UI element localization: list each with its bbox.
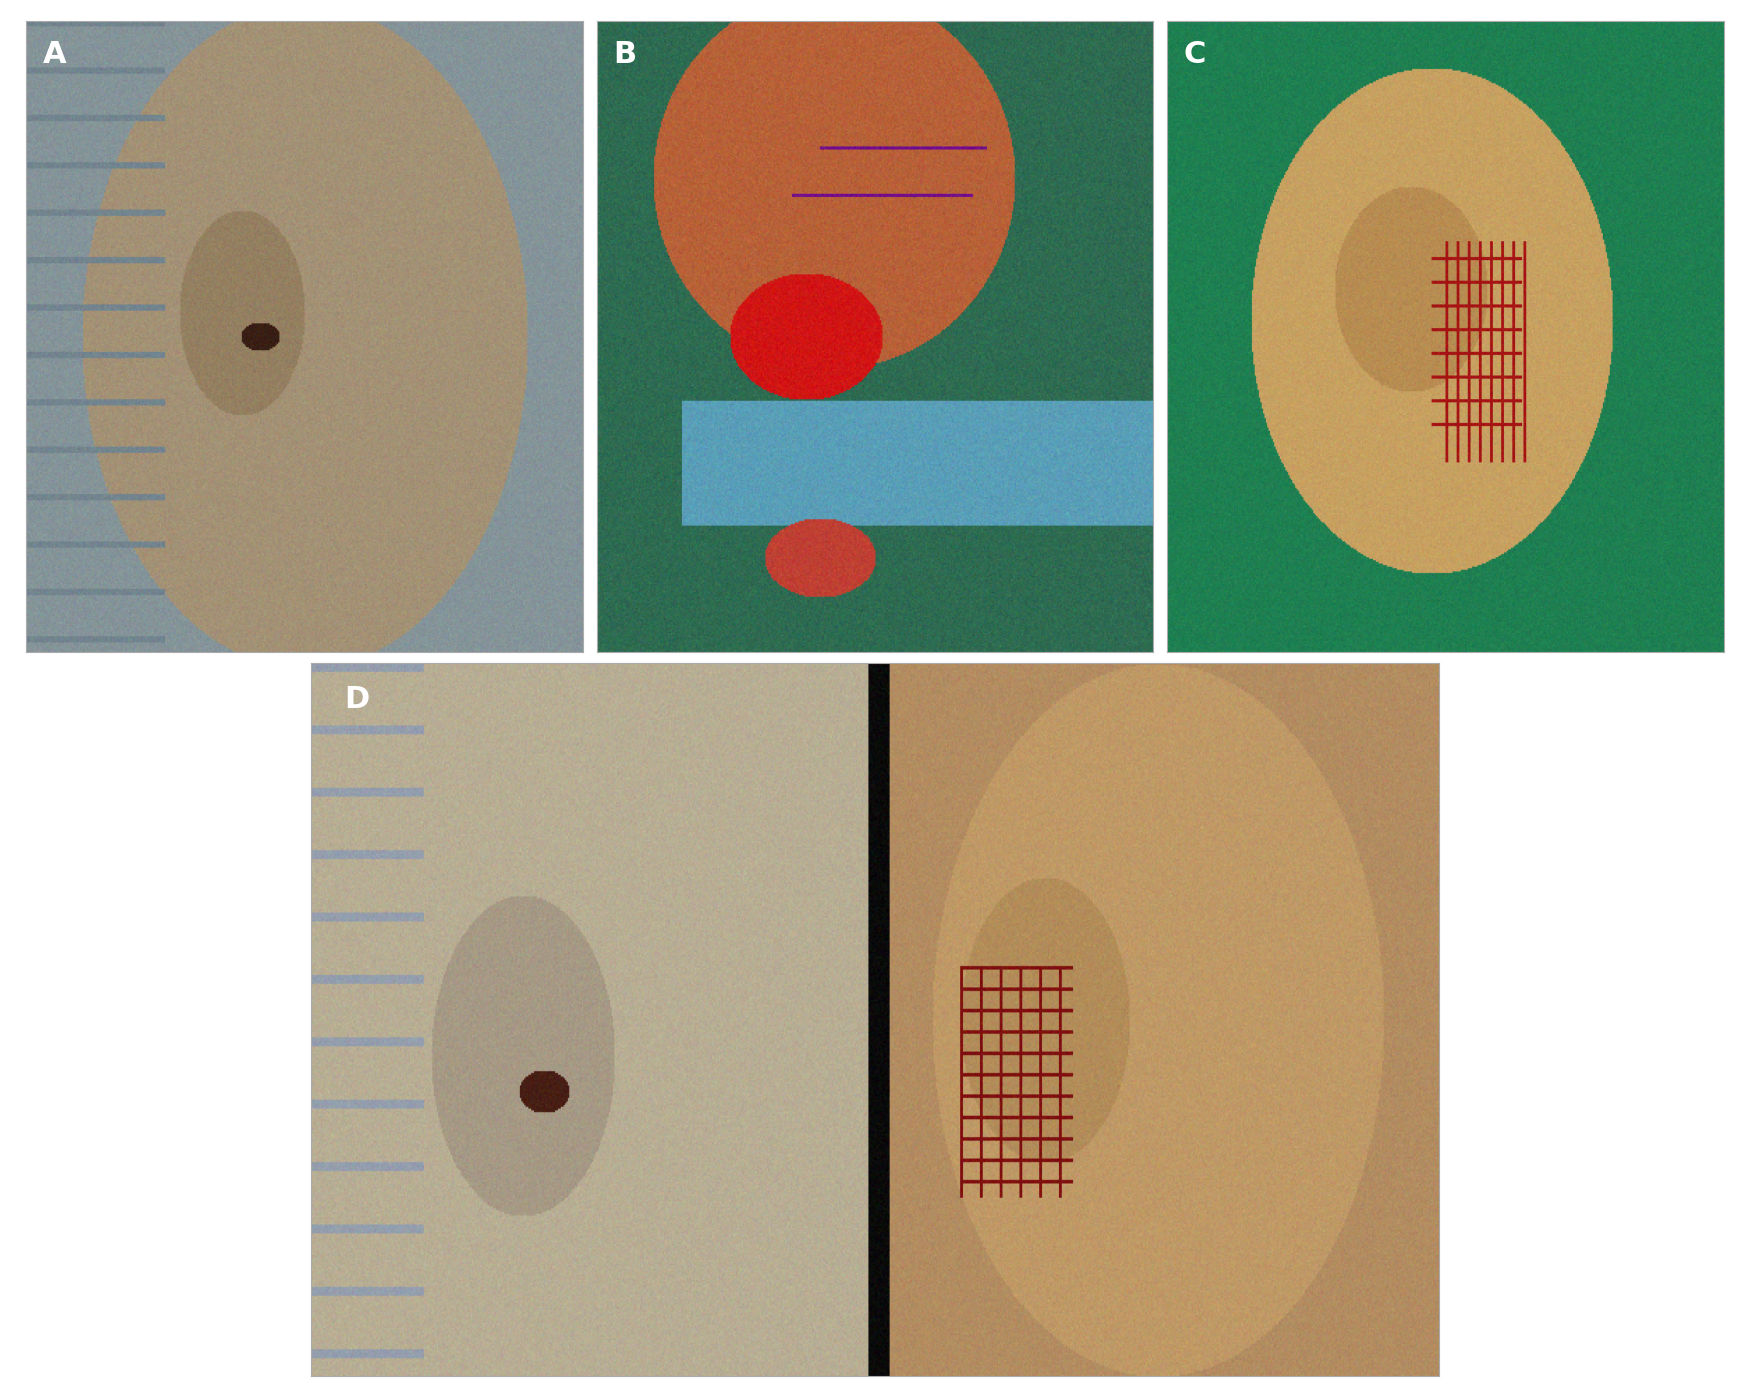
Text: B: B <box>614 41 637 68</box>
Text: C: C <box>1185 41 1206 68</box>
Text: D: D <box>345 685 369 714</box>
Text: A: A <box>44 41 66 68</box>
